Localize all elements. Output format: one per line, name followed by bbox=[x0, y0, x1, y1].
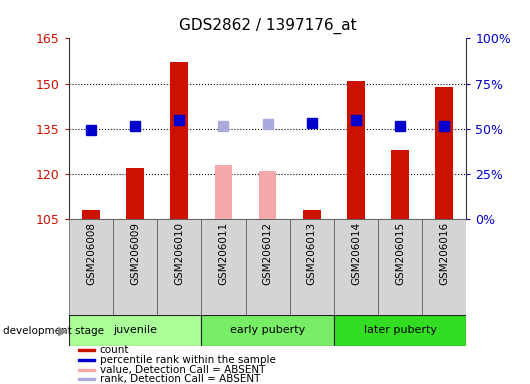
Text: percentile rank within the sample: percentile rank within the sample bbox=[100, 355, 276, 365]
Bar bbox=[78, 369, 95, 371]
Text: GSM206012: GSM206012 bbox=[263, 222, 272, 285]
Text: value, Detection Call = ABSENT: value, Detection Call = ABSENT bbox=[100, 364, 265, 375]
Bar bbox=[171, 63, 188, 219]
Bar bbox=[245, 219, 290, 315]
Bar bbox=[69, 219, 113, 315]
Bar bbox=[391, 150, 409, 219]
Bar bbox=[215, 165, 232, 219]
Text: early puberty: early puberty bbox=[230, 325, 305, 335]
Bar bbox=[201, 219, 245, 315]
Bar bbox=[334, 219, 378, 315]
Bar bbox=[259, 171, 277, 219]
Text: GSM206011: GSM206011 bbox=[218, 222, 228, 285]
Text: GSM206013: GSM206013 bbox=[307, 222, 317, 285]
Bar bbox=[78, 378, 95, 380]
Text: later puberty: later puberty bbox=[364, 325, 437, 335]
Text: GSM206010: GSM206010 bbox=[174, 222, 184, 285]
Bar bbox=[126, 168, 144, 219]
Text: GSM206015: GSM206015 bbox=[395, 222, 405, 285]
Bar bbox=[347, 81, 365, 219]
Bar bbox=[436, 86, 453, 219]
Text: GSM206014: GSM206014 bbox=[351, 222, 361, 285]
Text: ▶: ▶ bbox=[58, 324, 67, 338]
Text: GSM206016: GSM206016 bbox=[439, 222, 449, 285]
Title: GDS2862 / 1397176_at: GDS2862 / 1397176_at bbox=[179, 18, 357, 34]
Bar bbox=[78, 359, 95, 361]
Text: development stage: development stage bbox=[3, 326, 104, 336]
Bar bbox=[78, 349, 95, 351]
Bar bbox=[334, 315, 466, 346]
Bar bbox=[82, 210, 100, 219]
Text: count: count bbox=[100, 345, 129, 356]
Text: GSM206008: GSM206008 bbox=[86, 222, 96, 285]
Bar bbox=[69, 315, 201, 346]
Bar bbox=[201, 315, 334, 346]
Text: GSM206009: GSM206009 bbox=[130, 222, 140, 285]
Bar bbox=[422, 219, 466, 315]
Bar bbox=[378, 219, 422, 315]
Text: rank, Detection Call = ABSENT: rank, Detection Call = ABSENT bbox=[100, 374, 260, 384]
Bar bbox=[157, 219, 201, 315]
Bar bbox=[290, 219, 334, 315]
Bar bbox=[303, 210, 321, 219]
Bar bbox=[113, 219, 157, 315]
Text: juvenile: juvenile bbox=[113, 325, 157, 335]
